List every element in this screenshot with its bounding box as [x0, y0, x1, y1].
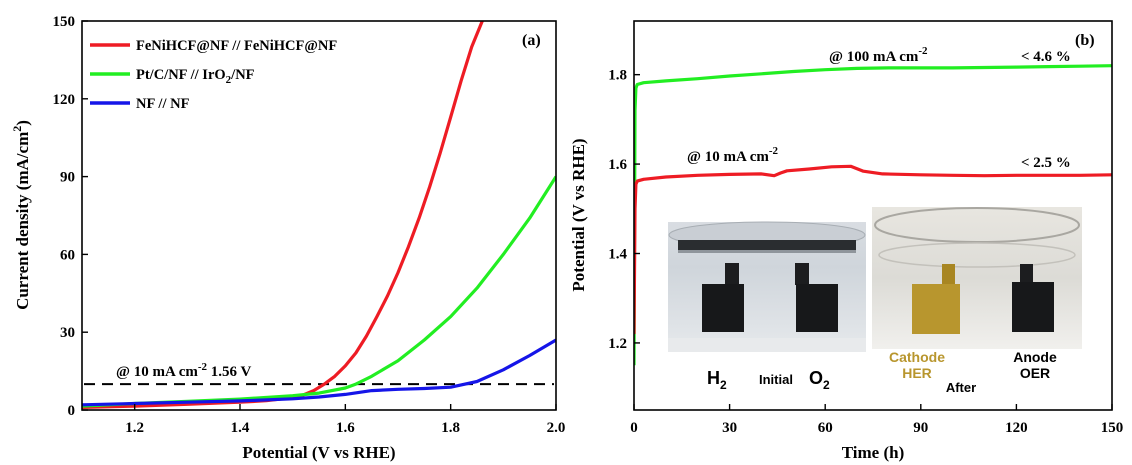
electrode-cathode	[912, 284, 960, 334]
chart-a-frame	[81, 20, 557, 411]
photo-label-her: HER	[902, 365, 932, 381]
chart-b-series	[634, 64, 1112, 366]
electrode-lead-anode	[1020, 264, 1033, 284]
photo-caption-initial: Initial	[759, 372, 793, 387]
x-tick-label-a: 2.0	[547, 420, 566, 436]
x-tick-label-a: 1.4	[231, 420, 250, 436]
chart-b-ticks: 0 30 60 90 120 150 1.2 1.4 1.6 1.8	[608, 68, 1123, 436]
photo-caption-after: After	[946, 380, 976, 395]
y-tick-label-a: 30	[60, 325, 75, 341]
legend-label-fenihcf: FeNiHCF@NF // FeNiHCF@NF	[136, 38, 337, 54]
y-tick-label-b: 1.8	[608, 68, 627, 84]
x-tick-label-b: 60	[818, 420, 833, 436]
x-axis-label-b: Time (h)	[842, 443, 905, 462]
electrode-anode	[1012, 282, 1054, 332]
annotation-10ma-percent: < 2.5 %	[1021, 155, 1071, 171]
photo-label-o2: O2	[809, 368, 830, 392]
chart-b-frame	[633, 20, 1113, 411]
electrode-lead-cathode	[942, 264, 955, 284]
y-tick-label-a: 120	[53, 92, 76, 108]
series-line-b-0	[634, 64, 1112, 366]
electrode-lead-right	[795, 263, 809, 285]
y-tick-label-a: 90	[60, 170, 75, 186]
annotation-100ma: @ 100 mA cm-2	[829, 45, 928, 65]
y-tick-label-b: 1.2	[608, 336, 627, 352]
y-tick-label-a: 150	[53, 14, 76, 30]
panel-label-b: (b)	[1075, 32, 1095, 49]
photo-label-oer: OER	[1020, 365, 1050, 381]
x-tick-label-b: 120	[1005, 420, 1028, 436]
y-axis-label-a: Current density (mA/cm2)	[10, 120, 32, 310]
x-tick-label-b: 150	[1101, 420, 1124, 436]
annotation-10ma: @ 10 mA cm-2	[687, 145, 779, 165]
chart-b: H2 O2 Initial Cathode HER After Anode OE…	[569, 20, 1123, 462]
legend-label-ptc: Pt/C/NF // IrO2/NF	[136, 67, 255, 86]
photo-label-anode: Anode	[1013, 349, 1057, 365]
electrode-right	[796, 284, 838, 332]
y-tick-label-a: 0	[68, 403, 76, 419]
electrode-left	[702, 284, 744, 332]
y-tick-label-a: 60	[60, 247, 75, 263]
chart-a-ticks: 1.2 1.4 1.6 1.8 2.0 0 30 60 90 120 150	[53, 14, 566, 436]
series-line-a-2	[82, 338, 556, 407]
annotation-100ma-percent: < 4.6 %	[1021, 49, 1071, 65]
chart-a-legend: FeNiHCF@NF // FeNiHCF@NF Pt/C/NF // IrO2…	[90, 38, 337, 112]
photo-label-cathode: Cathode	[889, 349, 945, 365]
y-tick-label-b: 1.4	[608, 247, 627, 263]
x-axis-label-a: Potential (V vs RHE)	[242, 443, 395, 462]
inset-photo-after	[872, 207, 1082, 349]
x-tick-label-b: 30	[722, 420, 737, 436]
electrode-lead-left	[725, 263, 739, 285]
inset-photo-initial	[668, 221, 866, 352]
chart-a-series	[82, 21, 556, 409]
chart-a: 1.2 1.4 1.6 1.8 2.0 0 30 60 90 120 150 FeNiHCF@NF …	[10, 14, 565, 462]
y-axis-label-b: Potential (V vs RHE)	[569, 138, 588, 291]
x-tick-label-b: 90	[913, 420, 928, 436]
photo-label-h2: H2	[707, 368, 727, 392]
panel-label-a: (a)	[522, 32, 541, 49]
x-tick-label-b: 0	[630, 420, 638, 436]
x-tick-label-a: 1.8	[441, 420, 460, 436]
annotation-10ma-156v: @ 10 mA cm-2 1.56 V	[116, 361, 252, 380]
y-tick-label-b: 1.6	[608, 157, 627, 173]
series-line-b-1	[634, 164, 1112, 335]
beaker-rim	[874, 207, 1080, 243]
x-tick-label-a: 1.2	[125, 420, 144, 436]
x-tick-label-a: 1.6	[336, 420, 355, 436]
legend-label-nf: NF // NF	[136, 96, 190, 112]
